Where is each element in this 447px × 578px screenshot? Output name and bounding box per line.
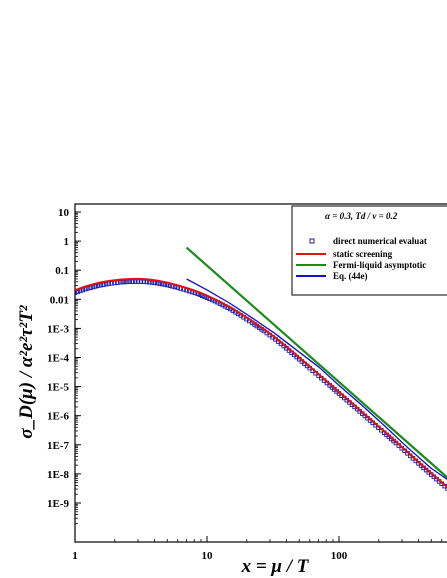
legend-label: Fermi-liquid asymptotic [333,260,426,270]
x-tick-label: 10 [202,550,214,562]
x-axis-label: x = μ / T [241,556,310,577]
legend-label: direct numerical evaluat [333,236,427,246]
x-tick-label: 100 [331,550,348,562]
y-tick-label: 1E-7 [47,440,70,452]
y-tick-label: 1E-5 [47,382,70,394]
y-tick-label: 1E-6 [47,411,70,423]
legend-label: static screening [333,249,393,259]
series-static-screening-line [75,277,447,489]
y-tick-label: 1E-9 [47,498,70,510]
legend: α = 0.3, Td / v = 0.2 direct numerical e… [291,205,447,296]
legend-box [291,205,447,296]
y-tick-label: 1 [64,236,70,248]
y-tick-label: 1E-3 [47,323,70,335]
y-tick-label: 1E-4 [47,353,70,365]
y-tick-label: 1E-8 [47,469,70,481]
series-eq-44e-line [186,278,447,481]
y-axis-label: σ_D(μ) / α²e²τ²T² [16,304,37,439]
data-point [75,290,78,295]
data-point [445,486,447,491]
legend-entries: direct numerical evaluat static screening… [296,236,427,281]
series-fermi-liquid-asymptotics-line [185,246,447,479]
series-layer [75,246,447,491]
y-tick-label: 0.1 [55,265,69,277]
legend-marker [309,238,315,244]
legend-header: α = 0.3, Td / v = 0.2 [325,211,398,221]
legend-label: Eq. (44e) [333,271,368,281]
x-tick-label: 1 [72,550,78,562]
y-axis-title: σ_D(μ) / α²e²τ²T² [16,304,37,439]
y-tick-label: 0.01 [50,294,69,306]
y-tick-label: 10 [58,207,70,219]
axis-ticks: 10 1 0.1 0.01 1E-3 1E-4 1E-5 1E-6 1E-7 1E-8 1E-9 1 1… [47,207,443,562]
